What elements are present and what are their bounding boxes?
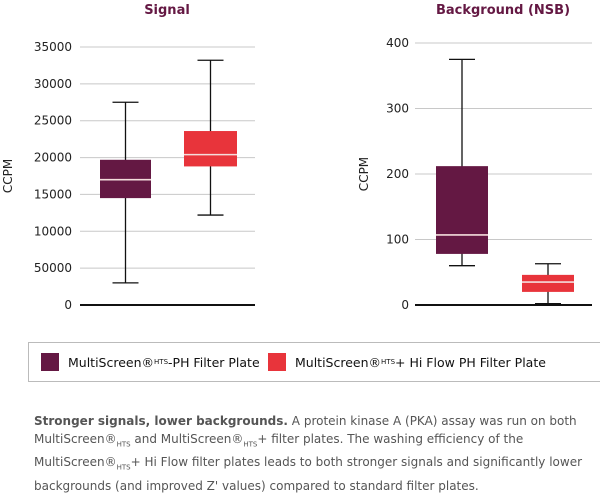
y-tick-label: 100	[386, 233, 409, 247]
y-axis-label: CCPM	[1, 159, 15, 193]
y-tick-label: 200	[386, 167, 409, 181]
y-tick-label: 30000	[34, 77, 72, 91]
legend-label-rest: + Hi Flow PH Filter Plate	[395, 354, 546, 370]
caption-text: HTS	[116, 463, 131, 472]
y-tick-label: 10000	[34, 224, 72, 238]
y-tick-label: 400	[386, 36, 409, 50]
chart-title: Signal	[144, 3, 190, 18]
legend-label: MultiScreen®	[295, 354, 382, 370]
legend-label-sub: HTS	[154, 358, 169, 366]
caption-text: and MultiScreen®	[130, 432, 244, 446]
y-axis-label: CCPM	[357, 157, 371, 191]
caption-text: A protein kinase A (PKA) assay was run o…	[34, 414, 577, 446]
legend-swatch	[268, 353, 286, 371]
caption-text: + Hi Flow filter plates leads to both st…	[34, 455, 583, 493]
figure-caption: Stronger signals, lower backgrounds. A p…	[34, 412, 594, 495]
legend-label: MultiScreen®	[68, 354, 155, 370]
legend-item-hi-flow-filter-plate: MultiScreen® HTS + Hi Flow PH Filter Plate	[268, 353, 546, 371]
caption-text: + filter plates. The washing efficiency …	[34, 432, 524, 470]
legend-swatch	[41, 353, 59, 371]
box-iqr	[522, 274, 574, 292]
legend-item-ph-filter-plate: MultiScreen® HTS -PH Filter Plate	[41, 353, 260, 371]
y-tick-label: 300	[386, 102, 409, 116]
y-tick-label: 35000	[34, 40, 72, 54]
y-tick-label: 15000	[34, 187, 72, 201]
chart-title: Background (NSB)	[436, 3, 570, 18]
y-tick-label: 50000	[34, 261, 72, 275]
y-tick-label: 25000	[34, 114, 72, 128]
legend-label-sub: HTS	[381, 358, 396, 366]
box-iqr	[436, 166, 488, 254]
y-tick-label: 20000	[34, 151, 72, 165]
box-plot-charts: SignalCCPM050000100001500020000250003000…	[1, 3, 592, 312]
caption-text: HTS	[116, 440, 131, 449]
y-tick-label: 0	[64, 298, 72, 312]
caption-lead: Stronger signals, lower backgrounds.	[34, 414, 288, 428]
caption-text: HTS	[243, 440, 258, 449]
y-tick-label: 0	[401, 298, 409, 312]
legend: MultiScreen® HTS -PH Filter Plate MultiScr…	[28, 342, 600, 382]
legend-label-rest: -PH Filter Plate	[168, 354, 260, 370]
box-iqr	[184, 131, 237, 167]
